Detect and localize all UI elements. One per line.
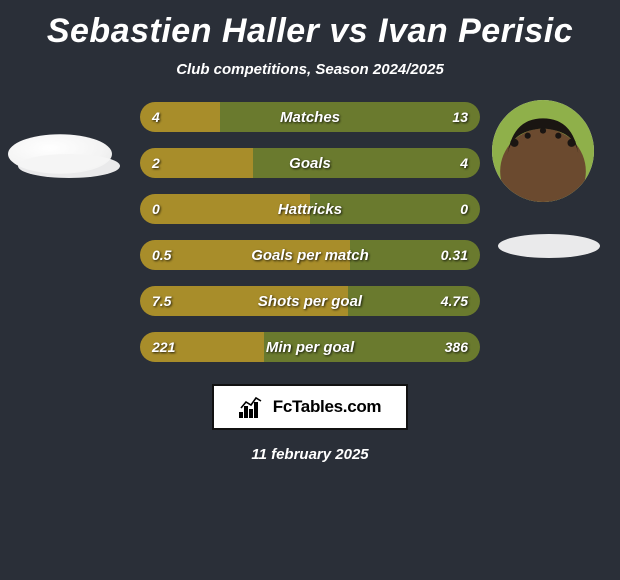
player-right-portrait-icon: [492, 100, 594, 202]
stat-row: 2 Goals 4: [140, 148, 480, 178]
stat-row: 4 Matches 13: [140, 102, 480, 132]
value-left: 221: [152, 332, 175, 362]
stat-row: 0 Hattricks 0: [140, 194, 480, 224]
value-left: 7.5: [152, 286, 171, 316]
bar-left: [140, 194, 310, 224]
bar-right: [310, 194, 480, 224]
value-right: 0.31: [441, 240, 468, 270]
value-left: 0.5: [152, 240, 171, 270]
brand-text: FcTables.com: [273, 397, 382, 417]
comparison-card: Sebastien Haller vs Ivan Perisic Club co…: [0, 0, 620, 463]
bar-right: [253, 148, 480, 178]
brand-logo-icon: [239, 396, 267, 418]
player-left-shadow: [18, 154, 120, 178]
page-title: Sebastien Haller vs Ivan Perisic: [47, 12, 573, 51]
value-left: 2: [152, 148, 160, 178]
value-right: 4: [460, 148, 468, 178]
value-right: 0: [460, 194, 468, 224]
value-left: 0: [152, 194, 160, 224]
value-right: 4.75: [441, 286, 468, 316]
value-right: 386: [445, 332, 468, 362]
player-right-shadow: [498, 234, 600, 258]
date-text: 11 february 2025: [251, 446, 368, 463]
stat-row: 7.5 Shots per goal 4.75: [140, 286, 480, 316]
value-left: 4: [152, 102, 160, 132]
bar-right: [220, 102, 480, 132]
brand-badge: FcTables.com: [212, 384, 408, 430]
subtitle: Club competitions, Season 2024/2025: [176, 61, 444, 78]
player-right-avatar: [492, 100, 594, 202]
stat-row: 0.5 Goals per match 0.31: [140, 240, 480, 270]
stats-area: 4 Matches 13 2 Goals 4 0 Hattricks 0: [0, 102, 620, 362]
value-right: 13: [452, 102, 468, 132]
stat-row: 221 Min per goal 386: [140, 332, 480, 362]
